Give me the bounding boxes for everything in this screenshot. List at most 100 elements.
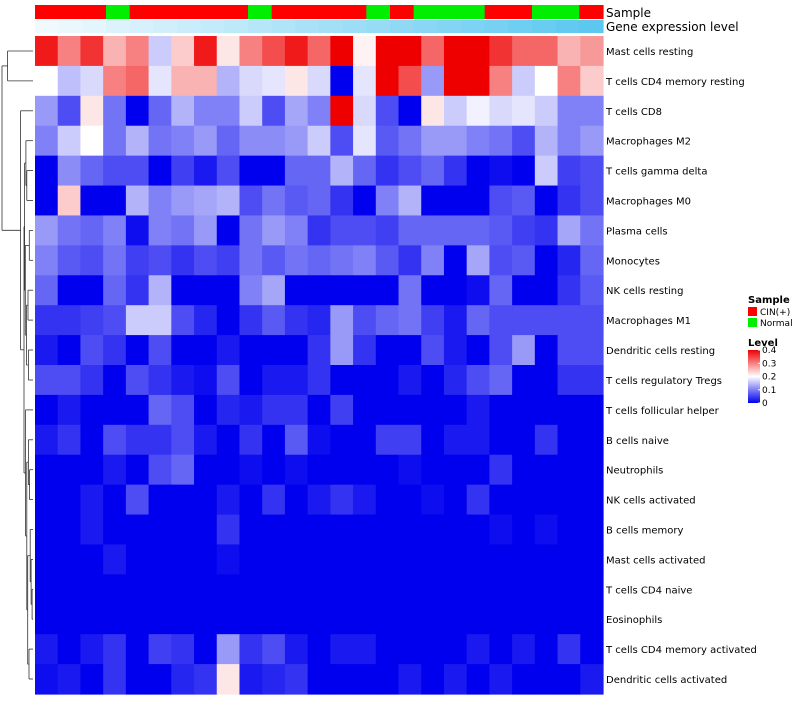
heatmap-cell bbox=[216, 185, 241, 217]
heatmap-cell bbox=[330, 574, 354, 605]
heatmap-cell bbox=[580, 544, 604, 575]
heatmap-cell bbox=[534, 95, 559, 127]
heatmap-cell bbox=[194, 484, 218, 516]
heatmap-cell bbox=[353, 454, 377, 486]
expression-annotation-cell bbox=[413, 20, 438, 33]
heatmap-cell bbox=[194, 454, 218, 486]
sample-annotation-cell bbox=[508, 5, 533, 19]
heatmap-cell bbox=[489, 574, 513, 605]
heatmap-cell bbox=[35, 65, 59, 97]
heatmap-cell bbox=[103, 65, 127, 97]
heatmap-cell bbox=[239, 544, 263, 575]
heatmap-cell bbox=[35, 664, 59, 695]
heatmap-cell bbox=[489, 245, 513, 276]
heatmap-cell bbox=[353, 36, 377, 67]
heatmap-cell bbox=[239, 125, 263, 157]
heatmap-cell bbox=[353, 125, 377, 157]
heatmap-cell bbox=[398, 514, 422, 546]
heatmap-cell bbox=[534, 394, 559, 426]
heatmap-cell bbox=[489, 365, 513, 396]
heatmap-cell bbox=[375, 335, 400, 366]
heatmap-cell bbox=[421, 305, 445, 336]
heatmap-cell bbox=[466, 424, 490, 456]
sample-annotation-cell bbox=[82, 5, 107, 19]
heatmap-cell bbox=[512, 544, 536, 575]
heatmap-cell bbox=[307, 664, 331, 695]
heatmap-cell bbox=[239, 574, 263, 605]
heatmap-cell bbox=[557, 394, 581, 426]
heatmap-cell bbox=[443, 65, 468, 97]
heatmap-cell bbox=[80, 574, 104, 605]
heatmap-cell bbox=[375, 245, 400, 276]
heatmap-cell bbox=[80, 514, 104, 546]
heatmap-cell bbox=[103, 634, 127, 665]
heatmap-cell bbox=[375, 454, 400, 486]
heatmap-cell bbox=[466, 394, 490, 426]
heatmap-cell bbox=[284, 454, 309, 486]
heatmap-cell bbox=[489, 185, 513, 217]
heatmap-cell bbox=[80, 634, 104, 665]
row-label: Macrophages M0 bbox=[606, 197, 691, 208]
sample-annotation-cell bbox=[248, 5, 273, 19]
heatmap-cell bbox=[125, 484, 150, 516]
heatmap-cell bbox=[580, 185, 604, 217]
row-label: T cells follicular helper bbox=[605, 406, 720, 417]
heatmap-cell bbox=[262, 604, 286, 635]
heatmap-cell bbox=[148, 215, 172, 246]
heatmap-cell bbox=[125, 544, 150, 575]
sample-annotation-cell bbox=[200, 5, 225, 19]
heatmap-cell bbox=[216, 634, 241, 665]
heatmap-cell bbox=[421, 634, 445, 665]
sample-annotation-cell bbox=[129, 5, 154, 19]
heatmap-cell bbox=[580, 424, 604, 456]
heatmap-cell bbox=[557, 125, 581, 157]
expression-annotation-cell bbox=[248, 20, 273, 33]
row-label: NK cells resting bbox=[606, 286, 683, 297]
heatmap-cell bbox=[262, 275, 286, 306]
heatmap-cell bbox=[512, 65, 536, 97]
heatmap-cell bbox=[80, 335, 104, 366]
legend: Sample CIN(+)Normal Level 0.4 0.3 0.2 0.1 0 bbox=[748, 295, 793, 409]
heatmap-cell bbox=[239, 664, 263, 695]
row-label: Mast cells activated bbox=[606, 555, 705, 566]
heatmap-cell bbox=[307, 215, 331, 246]
heatmap-cell bbox=[489, 215, 513, 246]
heatmap-cell bbox=[330, 95, 354, 127]
heatmap-cell bbox=[125, 634, 150, 665]
heatmap-cell bbox=[80, 664, 104, 695]
heatmap-cell bbox=[421, 664, 445, 695]
heatmap-cell bbox=[398, 365, 422, 396]
heatmap-cell bbox=[534, 604, 559, 635]
sample-annotation-cell bbox=[271, 5, 296, 19]
heatmap-cell bbox=[80, 424, 104, 456]
heatmap-cell bbox=[262, 245, 286, 276]
heatmap-cell bbox=[580, 125, 604, 157]
heatmap-cell bbox=[307, 335, 331, 366]
heatmap-cell bbox=[239, 245, 263, 276]
heatmap-cell bbox=[375, 305, 400, 336]
heatmap-cell bbox=[443, 245, 468, 276]
heatmap-cell bbox=[57, 305, 82, 336]
heatmap-cell bbox=[284, 664, 309, 695]
heatmap-cell bbox=[216, 544, 241, 575]
heatmap-cell bbox=[375, 155, 400, 187]
legend-level-title: Level bbox=[748, 338, 778, 349]
row-label: B cells naive bbox=[606, 436, 669, 447]
heatmap-cell bbox=[80, 305, 104, 336]
heatmap-cell bbox=[57, 424, 82, 456]
expression-annotation-cell bbox=[484, 20, 509, 33]
heatmap-cell bbox=[216, 95, 241, 127]
heatmap-cell bbox=[148, 394, 172, 426]
sample-annotation-cell bbox=[295, 5, 320, 19]
heatmap-cell bbox=[103, 394, 127, 426]
heatmap-cell bbox=[330, 215, 354, 246]
heatmap-cell bbox=[194, 275, 218, 306]
heatmap-cell bbox=[466, 305, 490, 336]
heatmap-cell bbox=[194, 185, 218, 217]
heatmap-cell bbox=[80, 604, 104, 635]
heatmap-cell bbox=[580, 215, 604, 246]
heatmap-cell bbox=[284, 185, 309, 217]
heatmap-cell bbox=[557, 36, 581, 67]
heatmap-cell bbox=[512, 454, 536, 486]
heatmap-cell bbox=[57, 335, 82, 366]
